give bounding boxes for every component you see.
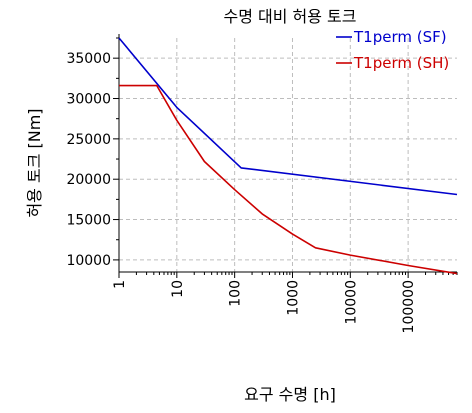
x-tick-label: 10000 [343,280,359,325]
tick-labels: 10000 15000 20000 25000 30000 35000 1 10 100 1000… [66,51,417,333]
series [118,37,458,275]
y-tick-label: 35000 [66,51,111,67]
x-tick-label: 1 [112,280,128,289]
y-tick-label: 15000 [66,213,111,229]
series-line-sf [118,37,458,196]
legend-entry: T1perm (SH) [353,54,449,72]
y-tick-label: 20000 [66,172,111,188]
series-line-sh [119,84,458,275]
legend-entry: T1perm (SF) [353,28,447,46]
legend: T1perm (SF) T1perm (SH) [336,28,449,72]
x-tick-label: 100000 [401,280,417,333]
chart-title: 수명 대비 허용 토크 [223,7,356,26]
axes [113,34,458,278]
x-axis-title: 요구 수명 [h] [244,385,336,404]
grid [118,38,457,272]
x-tick-label: 1000 [285,280,301,316]
x-tick-label: 100 [228,280,244,307]
y-tick-label: 25000 [66,132,111,148]
y-tick-label: 30000 [66,92,111,108]
y-axis-title: 허용 토크 [Nm] [25,108,44,217]
x-tick-label: 10 [170,280,186,298]
y-tick-label: 10000 [66,253,111,269]
